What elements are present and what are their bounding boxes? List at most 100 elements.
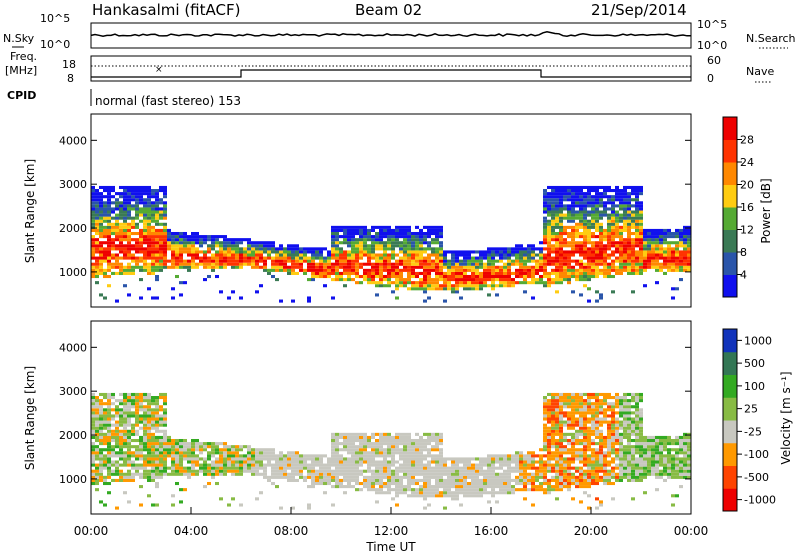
- heatmap-cell: [395, 491, 399, 495]
- heatmap-cell: [131, 271, 135, 275]
- heatmap-cell: [275, 265, 279, 269]
- heatmap-cell: [563, 402, 567, 406]
- heatmap-cell: [583, 225, 587, 229]
- heatmap-cell: [595, 426, 599, 430]
- heatmap-cell: [159, 268, 163, 272]
- heatmap-cell: [235, 244, 239, 248]
- heatmap-cell: [395, 438, 399, 443]
- heatmap-cell: [187, 235, 191, 239]
- heatmap-cell: [431, 225, 435, 229]
- heatmap-cell: [635, 210, 639, 214]
- heatmap-cell: [571, 411, 575, 415]
- heatmap-cell: [583, 278, 587, 282]
- heatmap-cell: [291, 262, 295, 266]
- heatmap-cell: [103, 481, 107, 486]
- heatmap-cell: [559, 222, 563, 226]
- heatmap-cell: [559, 475, 563, 479]
- heatmap-cell: [555, 472, 559, 476]
- heatmap-cell: [551, 216, 555, 220]
- heatmap-cell: [419, 488, 423, 492]
- heatmap-cell: [439, 278, 443, 282]
- heatmap-cell: [127, 399, 131, 403]
- heatmap-cell: [247, 454, 251, 458]
- heatmap-cell: [411, 448, 415, 452]
- heatmap-cell: [435, 469, 439, 473]
- heatmap-cell: [339, 278, 343, 282]
- heatmap-cell: [159, 228, 163, 232]
- heatmap-cell: [611, 414, 615, 418]
- heatmap-cell: [347, 432, 351, 436]
- heatmap-cell: [127, 478, 131, 482]
- heatmap-cell: [403, 253, 407, 257]
- heatmap-cell: [159, 445, 163, 449]
- heatmap-cell: [351, 466, 355, 470]
- heatmap-cell: [131, 411, 135, 415]
- heatmap-cell: [315, 265, 319, 269]
- heatmap-cell: [379, 262, 383, 266]
- heatmap-cell: [391, 253, 395, 257]
- heatmap-cell: [103, 396, 107, 400]
- heatmap-cell: [619, 265, 623, 269]
- heatmap-cell: [327, 466, 331, 470]
- heatmap-cell: [195, 250, 199, 254]
- heatmap-cell: [467, 457, 471, 461]
- heatmap-cell: [127, 432, 131, 436]
- heatmap-cell: [343, 284, 347, 288]
- heatmap-cell: [615, 247, 619, 251]
- heatmap-cell: [259, 284, 263, 288]
- heatmap-cell: [463, 278, 467, 282]
- heatmap-cell: [631, 420, 635, 424]
- heatmap-cell: [635, 402, 639, 406]
- heatmap-cell: [571, 445, 575, 449]
- heatmap-cell: [211, 460, 215, 464]
- heatmap-cell: [583, 228, 587, 232]
- heatmap-cell: [667, 244, 671, 248]
- heatmap-cell: [267, 253, 271, 257]
- heatmap-cell: [611, 432, 615, 436]
- heatmap-cell: [399, 488, 403, 492]
- heatmap-cell: [471, 457, 475, 461]
- heatmap-cell: [391, 250, 395, 254]
- heatmap-cell: [155, 475, 159, 479]
- heatmap-cell: [471, 262, 475, 266]
- heatmap-cell: [223, 250, 227, 254]
- heatmap-cell: [571, 192, 575, 196]
- heatmap-cell: [607, 238, 611, 242]
- heatmap-cell: [559, 278, 563, 282]
- heatmap-cell: [351, 442, 355, 446]
- heatmap-cell: [167, 228, 171, 232]
- heatmap-cell: [435, 475, 439, 479]
- heatmap-cell: [91, 442, 95, 446]
- heatmap-cell: [611, 241, 615, 245]
- heatmap-cell: [347, 475, 351, 479]
- heatmap-cell: [371, 469, 375, 473]
- heatmap-cell: [627, 466, 631, 470]
- heatmap-cell: [347, 274, 351, 279]
- heatmap-cell: [195, 262, 199, 266]
- heatmap-cell: [355, 231, 359, 236]
- heatmap-cell: [95, 445, 99, 449]
- heatmap-cell: [403, 231, 407, 236]
- heatmap-cell: [231, 445, 235, 449]
- heatmap-cell: [487, 268, 491, 272]
- heatmap-cell: [499, 488, 503, 492]
- heatmap-cell: [563, 265, 567, 269]
- freq-tick-high: 18: [62, 58, 76, 71]
- heatmap-cell: [471, 463, 475, 467]
- heatmap-cell: [115, 438, 119, 443]
- heatmap-cell: [159, 442, 163, 446]
- heatmap-cell: [139, 213, 143, 217]
- heatmap-cell: [347, 231, 351, 236]
- heatmap-cell: [579, 241, 583, 245]
- heatmap-cell: [595, 411, 599, 415]
- heatmap-cell: [531, 451, 535, 455]
- heatmap-cell: [343, 238, 347, 242]
- heatmap-cell: [379, 469, 383, 473]
- heatmap-cell: [455, 494, 459, 498]
- heatmap-cell: [463, 268, 467, 272]
- heatmap-cell: [351, 445, 355, 449]
- heatmap-cell: [587, 405, 591, 409]
- heatmap-cell: [627, 259, 631, 263]
- heatmap-cell: [559, 228, 563, 232]
- heatmap-cell: [343, 432, 347, 436]
